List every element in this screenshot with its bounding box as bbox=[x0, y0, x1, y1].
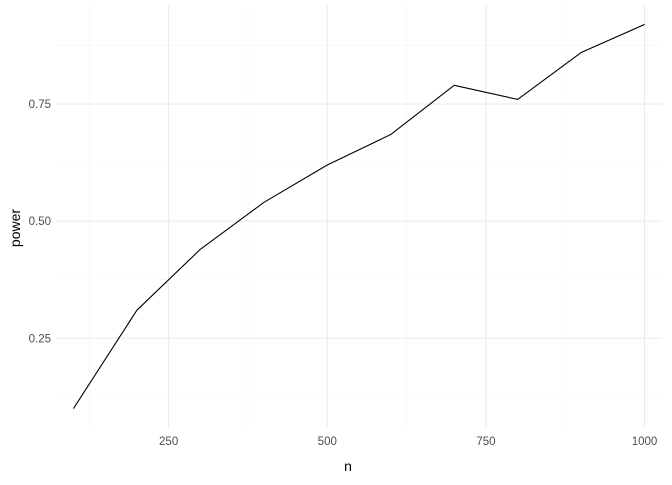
y-axis-title: power bbox=[7, 209, 23, 247]
major-gridlines bbox=[56, 5, 662, 428]
x-tick-label: 1000 bbox=[632, 436, 658, 448]
x-tick-label: 750 bbox=[476, 436, 495, 448]
y-tick-label: 0.75 bbox=[29, 99, 51, 111]
power-series-line bbox=[72, 23, 645, 409]
x-axis-tick-labels: 250 500 750 1000 bbox=[159, 436, 657, 448]
minor-gridlines bbox=[56, 5, 662, 428]
x-axis-title: n bbox=[344, 458, 352, 474]
y-axis-tick-labels: 0.25 0.50 0.75 bbox=[29, 99, 51, 345]
x-tick-label: 250 bbox=[159, 436, 178, 448]
y-tick-label: 0.50 bbox=[29, 216, 51, 228]
x-tick-label: 500 bbox=[318, 436, 337, 448]
series-layer bbox=[72, 23, 645, 409]
y-tick-label: 0.25 bbox=[29, 333, 51, 345]
